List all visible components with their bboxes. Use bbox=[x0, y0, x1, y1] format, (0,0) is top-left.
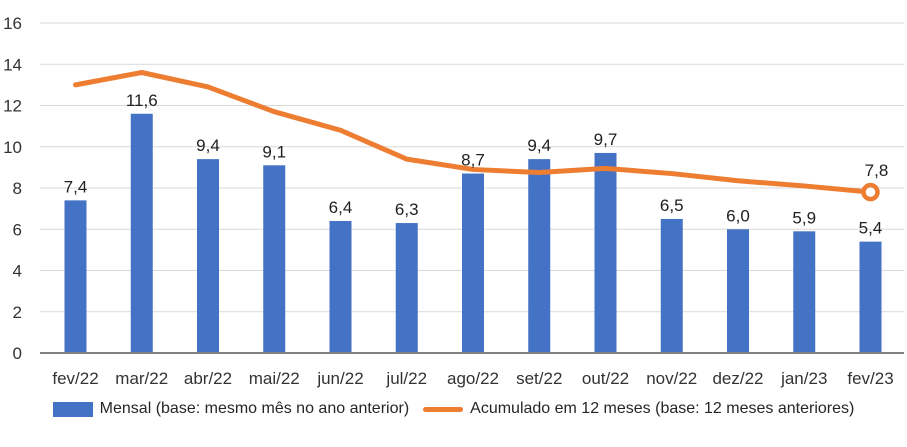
bar bbox=[859, 241, 882, 353]
line-end-marker bbox=[861, 182, 880, 202]
bar-value-label: 5,9 bbox=[792, 208, 816, 227]
x-tick-label: ago/22 bbox=[447, 369, 499, 388]
bar bbox=[462, 173, 484, 353]
y-tick-label: 16 bbox=[3, 14, 22, 33]
x-tick-label: dez/22 bbox=[712, 369, 763, 388]
x-tick-label: mar/22 bbox=[115, 369, 168, 388]
x-tick-label: nov/22 bbox=[646, 369, 697, 388]
bar bbox=[528, 159, 551, 353]
bar-value-label: 6,5 bbox=[660, 196, 684, 215]
bar bbox=[64, 200, 87, 353]
legend: Mensal (base: mesmo mês no ano anterior)… bbox=[0, 400, 907, 418]
legend-item-mensal: Mensal (base: mesmo mês no ano anterior) bbox=[52, 400, 410, 418]
legend-label-mensal: Mensal (base: mesmo mês no ano anterior) bbox=[99, 400, 410, 417]
bar-value-label: 11,6 bbox=[126, 91, 158, 110]
y-tick-label: 8 bbox=[13, 179, 22, 198]
bar bbox=[395, 223, 418, 353]
x-tick-label: abr/22 bbox=[184, 369, 232, 388]
bar bbox=[263, 165, 286, 353]
x-tick-label: fev/22 bbox=[52, 369, 98, 388]
legend-bar-swatch bbox=[52, 401, 93, 417]
legend-line-swatch bbox=[423, 406, 464, 412]
plot-area: 0 2 4 6 8 10 12 14 16 7,4 11,6 9,4 9,1 6,4 6,3 8,7 9,4 9,… bbox=[3, 14, 904, 388]
x-tick-label: jun/22 bbox=[316, 369, 363, 388]
bar-value-label: 9,1 bbox=[262, 142, 286, 161]
x-tick-label: set/22 bbox=[516, 369, 562, 388]
bar-value-label: 9,7 bbox=[594, 130, 618, 149]
bar-value-label: 6,3 bbox=[395, 200, 419, 219]
bar bbox=[793, 231, 816, 353]
bar bbox=[130, 113, 153, 353]
y-tick-label: 6 bbox=[13, 220, 22, 239]
legend-item-acumulado: Acumulado em 12 meses (base: 12 meses an… bbox=[423, 400, 854, 418]
bar-value-label: 6,4 bbox=[329, 198, 353, 217]
bar-value-label: 5,4 bbox=[859, 219, 883, 238]
y-tick-label: 4 bbox=[13, 262, 22, 281]
bar-value-label: 9,4 bbox=[196, 136, 220, 155]
x-tick-label: jul/22 bbox=[385, 369, 427, 388]
bar bbox=[594, 152, 617, 353]
y-tick-label: 2 bbox=[13, 303, 22, 322]
line-end-value-label: 7,8 bbox=[865, 161, 889, 180]
y-tick-label: 14 bbox=[3, 55, 22, 74]
bar bbox=[329, 221, 352, 353]
x-tick-label: fev/23 bbox=[847, 369, 893, 388]
legend-label-acumulado: Acumulado em 12 meses (base: 12 meses an… bbox=[470, 400, 855, 417]
bar-value-label: 9,4 bbox=[527, 136, 551, 155]
bar-value-label: 6,0 bbox=[726, 206, 750, 225]
x-tick-label: jan/23 bbox=[780, 369, 827, 388]
y-tick-label: 10 bbox=[3, 138, 22, 157]
accumulated-line bbox=[73, 70, 873, 195]
bar bbox=[727, 229, 749, 353]
bar-value-label: 7,4 bbox=[64, 177, 88, 196]
bar-value-label: 8,7 bbox=[461, 151, 485, 170]
y-tick-label: 0 bbox=[13, 344, 22, 363]
bar bbox=[197, 159, 219, 353]
bar bbox=[660, 218, 683, 353]
y-tick-label: 12 bbox=[3, 97, 22, 116]
x-tick-label: out/22 bbox=[582, 369, 629, 388]
x-tick-label: mai/22 bbox=[249, 369, 300, 388]
